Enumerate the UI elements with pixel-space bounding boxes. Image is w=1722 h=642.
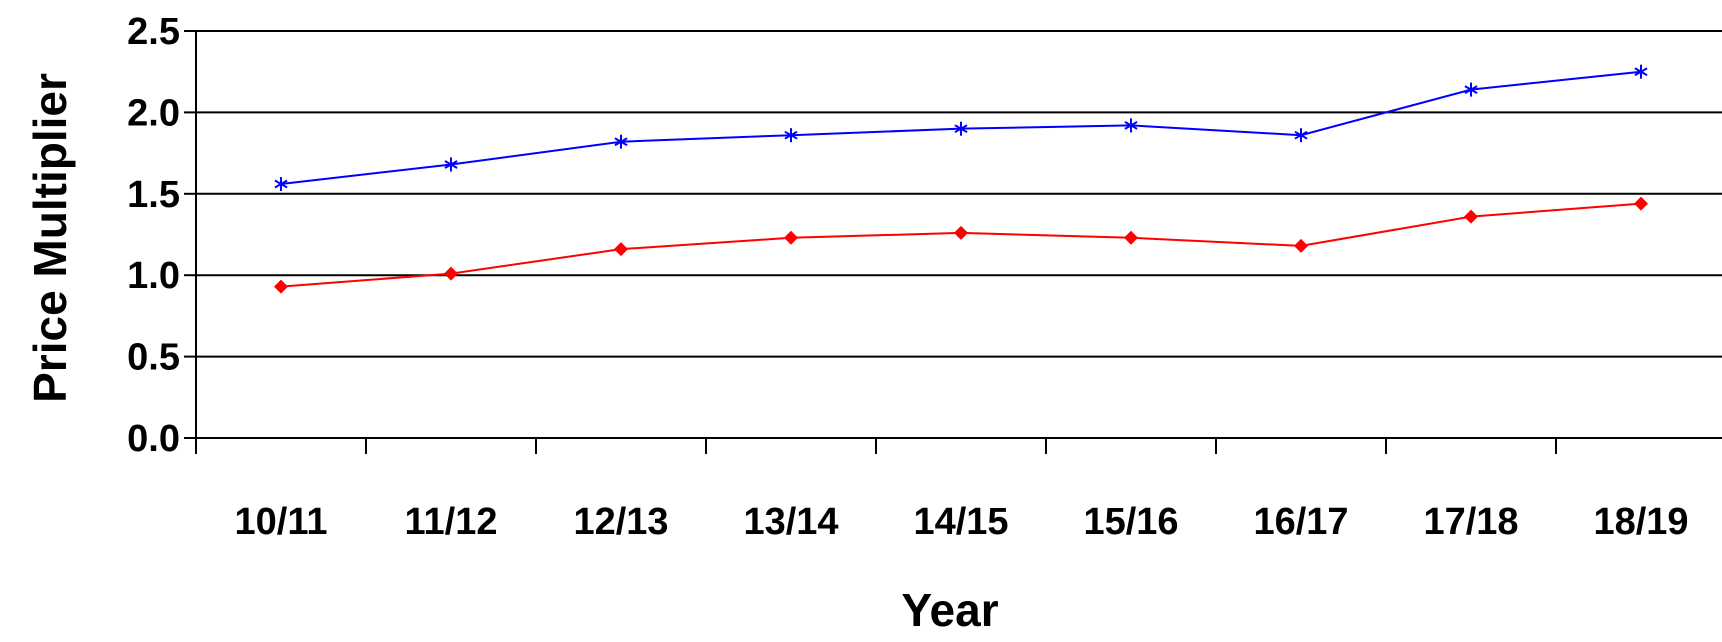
- x-tick-label: 13/14: [743, 501, 838, 543]
- data-point: [444, 266, 458, 281]
- y-tick-labels: 0.0 0.5 1.0 1.5 2.0 2.5: [127, 11, 180, 460]
- x-tick-label: 12/13: [573, 501, 668, 543]
- axes: [184, 30, 1722, 454]
- y-tick-label: 2.5: [127, 11, 180, 53]
- data-point: [1634, 64, 1648, 79]
- x-tick-label: 10/11: [235, 501, 328, 543]
- data-point: [1464, 82, 1478, 97]
- y-tick-label: 1.5: [127, 174, 180, 216]
- x-tick-label: 11/12: [405, 501, 498, 543]
- data-point: [784, 230, 798, 245]
- x-tick-label: 15/16: [1083, 501, 1178, 543]
- series-line: [280, 202, 1642, 288]
- series: [274, 64, 1648, 294]
- data-point: [614, 134, 628, 149]
- y-tick-label: 1.0: [127, 255, 180, 297]
- data-point: [274, 279, 288, 294]
- y-tick-label: 0.5: [127, 337, 180, 379]
- data-point: [1124, 230, 1138, 245]
- data-point: [1294, 238, 1308, 253]
- data-point: [954, 121, 968, 136]
- y-axis-title: Price Multiplier: [24, 73, 76, 403]
- data-point: [274, 177, 288, 192]
- x-tick-label: 16/17: [1253, 501, 1348, 543]
- x-tick-label: 17/18: [1423, 501, 1518, 543]
- y-tick-label: 2.0: [127, 92, 180, 134]
- data-point: [1634, 196, 1648, 211]
- x-tick-label: 18/19: [1593, 501, 1688, 543]
- y-tick-label: 0.0: [127, 418, 180, 460]
- gridlines: [196, 30, 1722, 358]
- x-tick-labels: 10/11 11/12 12/13 13/14 14/15 15/16 16/17 17/18…: [235, 501, 1689, 543]
- data-point: [444, 157, 458, 172]
- data-point: [1294, 128, 1308, 143]
- data-point: [784, 128, 798, 143]
- data-point: [614, 242, 628, 257]
- data-point: [954, 225, 968, 240]
- data-point: [1464, 209, 1478, 224]
- x-axis-title: Year: [901, 584, 998, 636]
- data-point: [1124, 118, 1138, 133]
- x-tick-label: 14/15: [913, 501, 1008, 543]
